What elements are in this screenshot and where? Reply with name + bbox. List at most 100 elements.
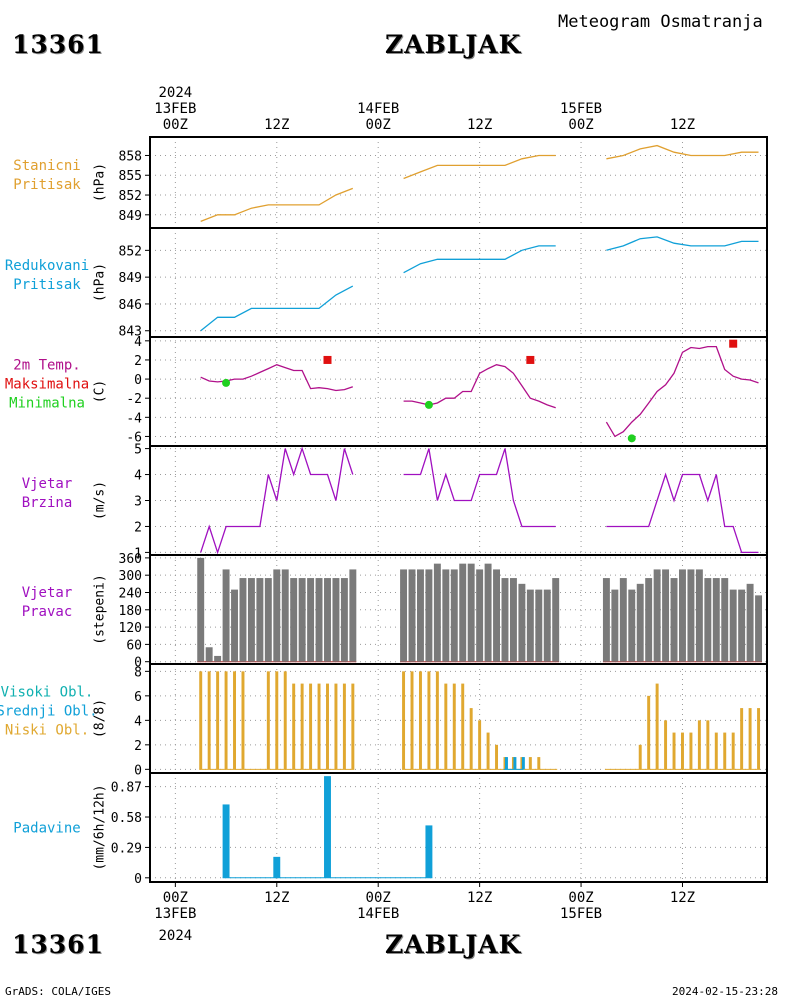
chart-kind-title: Meteogram Osmatranja bbox=[558, 12, 763, 32]
data-bar bbox=[695, 569, 703, 662]
data-bar bbox=[689, 732, 693, 770]
data-bar bbox=[729, 589, 737, 662]
data-bar bbox=[740, 708, 744, 770]
top-time-label: 12Z bbox=[467, 117, 492, 133]
data-bar bbox=[199, 671, 203, 770]
data-bar bbox=[706, 720, 710, 770]
panel-label: Niski Obl. bbox=[5, 723, 89, 739]
data-bar bbox=[653, 569, 661, 662]
y-tick-label: 2 bbox=[134, 354, 142, 369]
y-tick-label: 3 bbox=[134, 495, 142, 510]
data-bar bbox=[518, 583, 526, 662]
data-bar bbox=[495, 744, 499, 770]
data-bar bbox=[427, 671, 431, 770]
data-bar bbox=[662, 569, 670, 662]
data-bar bbox=[543, 589, 551, 662]
station-id-bottom: 13361 bbox=[12, 930, 104, 959]
data-bar bbox=[324, 578, 331, 662]
data-bar bbox=[332, 578, 340, 662]
bottom-time-label: 00Z bbox=[568, 890, 593, 906]
y-tick-label: 0 bbox=[134, 656, 142, 671]
source-credit: GrADS: COLA/IGES bbox=[5, 985, 111, 998]
bottom-time-label: 00Z bbox=[366, 890, 391, 906]
data-bar bbox=[222, 804, 230, 878]
data-bar bbox=[461, 683, 465, 770]
data-bar bbox=[342, 683, 346, 770]
bottom-time-label: 15FEB bbox=[560, 906, 602, 922]
data-bar bbox=[309, 683, 313, 770]
data-bar bbox=[216, 671, 220, 770]
series-line bbox=[200, 446, 354, 555]
data-bar bbox=[467, 563, 475, 662]
data-bar bbox=[351, 683, 355, 770]
data-bar bbox=[207, 671, 211, 770]
data-bar bbox=[452, 683, 456, 770]
y-tick-label: 0 bbox=[134, 872, 142, 887]
data-bar bbox=[324, 776, 331, 878]
panel-label: Padavine bbox=[13, 821, 80, 837]
data-bar bbox=[444, 683, 448, 770]
data-bar bbox=[746, 583, 754, 662]
y-tick-label: 852 bbox=[119, 189, 142, 204]
data-bar bbox=[712, 578, 720, 662]
series-line bbox=[200, 285, 354, 332]
top-time-label: 00Z bbox=[163, 117, 188, 133]
data-bar bbox=[292, 683, 296, 770]
panel-unit-label: (8/8) bbox=[93, 699, 108, 738]
top-time-label: 00Z bbox=[568, 117, 593, 133]
data-bar bbox=[402, 671, 406, 770]
series-line bbox=[606, 236, 759, 251]
data-bar bbox=[315, 578, 323, 662]
data-bar bbox=[442, 569, 450, 662]
y-tick-label: 846 bbox=[119, 298, 142, 313]
data-bar bbox=[425, 569, 433, 662]
data-bar bbox=[290, 578, 298, 662]
data-bar bbox=[721, 578, 729, 662]
data-bar bbox=[755, 595, 763, 662]
data-bar bbox=[326, 683, 329, 770]
data-bar bbox=[478, 720, 482, 770]
data-bar bbox=[283, 671, 287, 770]
y-tick-label: 0.87 bbox=[111, 781, 142, 796]
panel-label: Srednji Obl. bbox=[0, 704, 98, 720]
data-bar bbox=[679, 569, 686, 662]
y-tick-label: 4 bbox=[134, 714, 142, 729]
series-line bbox=[200, 187, 354, 223]
y-tick-label: 180 bbox=[119, 604, 142, 619]
panel-unit-label: (m/s) bbox=[93, 481, 108, 520]
data-bar bbox=[528, 757, 532, 770]
bottom-year-label: 2024 bbox=[158, 928, 192, 944]
y-tick-label: -4 bbox=[126, 411, 142, 426]
data-bar bbox=[628, 589, 636, 662]
data-bar bbox=[214, 655, 222, 662]
data-bar bbox=[638, 744, 642, 770]
data-bar bbox=[459, 563, 467, 662]
panel-label: Vjetar bbox=[22, 585, 73, 601]
data-bar bbox=[400, 569, 408, 662]
data-bar bbox=[636, 583, 644, 662]
top-time-label: 12Z bbox=[670, 117, 695, 133]
series-line bbox=[403, 448, 556, 528]
data-bar bbox=[611, 589, 619, 662]
y-tick-label: 843 bbox=[119, 325, 142, 340]
data-bar bbox=[222, 569, 230, 662]
y-tick-label: 0 bbox=[134, 763, 142, 778]
data-bar bbox=[264, 578, 272, 662]
data-bar bbox=[664, 720, 668, 770]
data-bar bbox=[493, 569, 500, 662]
data-bar bbox=[241, 671, 245, 770]
data-bar bbox=[340, 578, 348, 662]
y-tick-label: 360 bbox=[119, 552, 142, 567]
panel-label: Vjetar bbox=[22, 476, 73, 492]
station-name-top: ZABLJAK bbox=[385, 30, 522, 59]
series-line bbox=[606, 472, 759, 554]
data-bar bbox=[602, 578, 610, 662]
top-time-label: 14FEB bbox=[357, 101, 399, 117]
panel-label: Maksimalna bbox=[5, 377, 89, 393]
data-bar bbox=[433, 563, 441, 662]
panel-label: Pravac bbox=[22, 604, 73, 620]
y-tick-label: 849 bbox=[119, 271, 142, 286]
series-line bbox=[403, 364, 556, 409]
top-time-label: 12Z bbox=[264, 117, 289, 133]
